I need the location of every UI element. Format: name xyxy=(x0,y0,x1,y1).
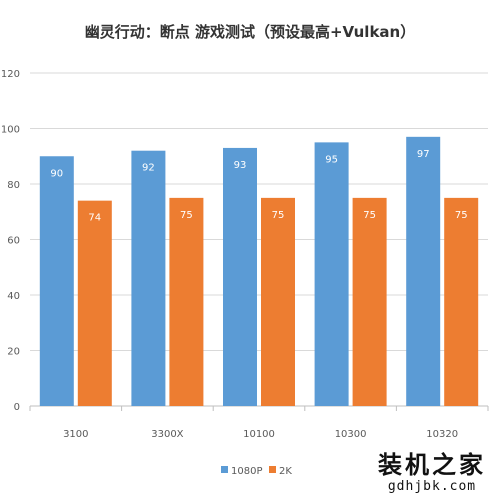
y-axis-tick-labels: 0 20 40 60 80 100 120 xyxy=(1,69,20,413)
watermark: 装机之家 gdhjbk.com xyxy=(378,451,486,494)
data-label: 74 xyxy=(88,213,101,224)
x-tick-label: 3100 xyxy=(63,429,88,440)
bar-1080p-10100 xyxy=(223,147,257,407)
legend-label: 2K xyxy=(279,466,292,477)
bar-2k-3300x xyxy=(169,197,204,406)
x-axis-tick-labels: 3100 3300X 10100 10300 10320 xyxy=(63,429,458,440)
x-tick-label: 10100 xyxy=(243,429,275,440)
bar-2k-3100 xyxy=(77,200,112,406)
legend-swatch-1080p xyxy=(221,466,228,473)
data-label: 75 xyxy=(363,210,376,221)
y-tick-label: 0 xyxy=(14,402,20,413)
watermark-url: gdhjbk.com xyxy=(387,479,477,494)
bar-2k-10300 xyxy=(352,197,387,406)
x-tick-label: 3300X xyxy=(151,429,183,440)
bar-2k-10320 xyxy=(444,197,479,406)
data-label: 90 xyxy=(50,168,63,179)
y-tick-label: 60 xyxy=(7,236,20,247)
chart-title: 幽灵行动：断点 游戏测试（预设最高+Vulkan） xyxy=(85,23,415,41)
y-tick-label: 40 xyxy=(7,291,20,302)
data-label: 75 xyxy=(180,210,193,221)
y-tick-label: 120 xyxy=(1,69,20,80)
data-label: 75 xyxy=(272,210,285,221)
legend: 1080P 2K xyxy=(221,466,292,477)
y-tick-label: 20 xyxy=(7,347,20,358)
data-label: 97 xyxy=(417,149,430,160)
y-tick-label: 80 xyxy=(7,180,20,191)
bar-1080p-3100 xyxy=(39,156,74,406)
data-label: 92 xyxy=(142,163,155,174)
legend-swatch-2k xyxy=(269,466,276,473)
data-labels: 90 74 92 75 93 75 95 75 97 75 xyxy=(50,149,467,224)
x-tick-label: 10320 xyxy=(426,429,458,440)
bar-2k-10100 xyxy=(261,197,295,406)
bar-1080p-10320 xyxy=(406,136,441,406)
bar-1080p-3300x xyxy=(131,150,166,406)
data-label: 75 xyxy=(455,210,468,221)
y-tick-label: 100 xyxy=(1,125,20,136)
data-label: 95 xyxy=(325,154,338,165)
x-tick-label: 10300 xyxy=(335,429,367,440)
bar-1080p-10300 xyxy=(314,142,349,406)
bars xyxy=(39,136,479,407)
legend-label: 1080P xyxy=(231,466,262,477)
watermark-text: 装机之家 xyxy=(378,451,486,479)
data-label: 93 xyxy=(234,160,247,171)
